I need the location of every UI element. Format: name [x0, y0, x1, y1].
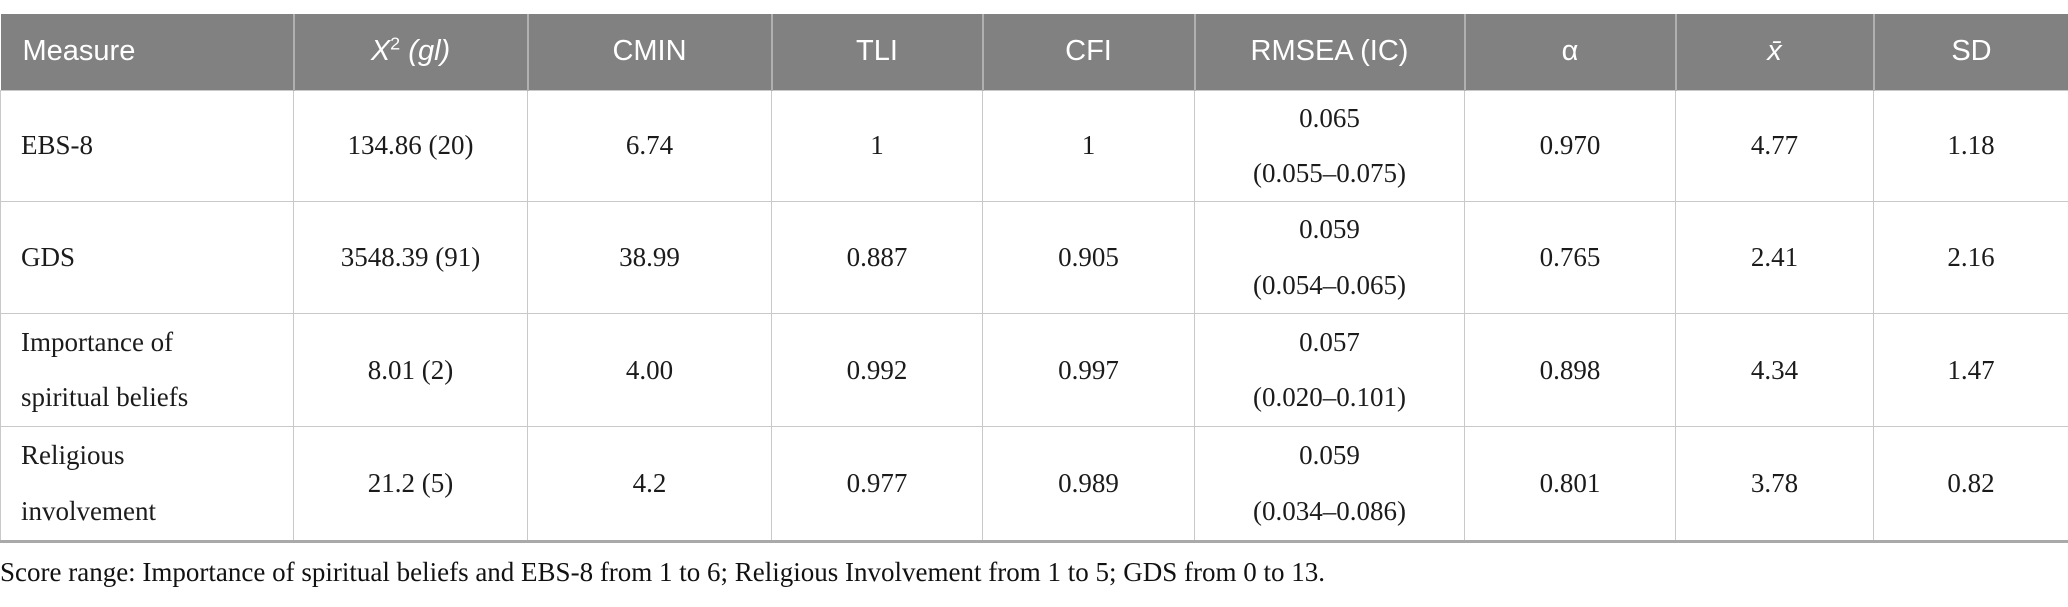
cell-rmsea: 0.065(0.055–0.075): [1195, 90, 1465, 202]
cell-chi-square: 3548.39 (91): [294, 202, 528, 314]
header-cell-mean: x̄: [1676, 14, 1874, 90]
cell-cmin: 38.99: [528, 202, 772, 314]
header-cell-measure: Measure: [1, 14, 294, 90]
cell-tli: 0.887: [772, 202, 983, 314]
cell-cfi: 1: [983, 90, 1195, 202]
cell-tli: 1: [772, 90, 983, 202]
header-cell-chi-square: X2 (gl): [294, 14, 528, 90]
header-cell-cmin: CMIN: [528, 14, 772, 90]
rmsea-ci: (0.055–0.075): [1195, 146, 1464, 201]
cell-mean: 2.41: [1676, 202, 1874, 314]
cell-cfi: 0.905: [983, 202, 1195, 314]
measure-line: GDS: [21, 230, 283, 285]
measure-line: Religious: [21, 428, 283, 483]
cell-alpha: 0.970: [1465, 90, 1676, 202]
rmsea-value: 0.059: [1195, 428, 1464, 483]
header-cell-sd: SD: [1874, 14, 2068, 90]
mean-symbol: x̄: [1767, 35, 1782, 67]
cell-sd: 0.82: [1874, 427, 2068, 542]
rmsea-value: 0.059: [1195, 202, 1464, 257]
cell-sd: 1.18: [1874, 90, 2068, 202]
cell-rmsea: 0.057(0.020–0.101): [1195, 314, 1465, 427]
cell-sd: 2.16: [1874, 202, 2068, 314]
header-cell-alpha: α: [1465, 14, 1676, 90]
cell-chi-square: 8.01 (2): [294, 314, 528, 427]
header-cell-cfi: CFI: [983, 14, 1195, 90]
rmsea-ci: (0.054–0.065): [1195, 258, 1464, 313]
cell-tli: 0.992: [772, 314, 983, 427]
measure-line: spiritual beliefs: [21, 370, 283, 425]
rmsea-value: 0.065: [1195, 91, 1464, 146]
table-row: EBS-8 134.86 (20) 6.74 1 1 0.065(0.055–0…: [1, 90, 2068, 202]
chi-square-symbol: X: [371, 35, 390, 67]
cell-cmin: 4.00: [528, 314, 772, 427]
header-cell-rmsea: RMSEA (IC): [1195, 14, 1465, 90]
rmsea-ci: (0.020–0.101): [1195, 370, 1464, 425]
cell-tli: 0.977: [772, 427, 983, 542]
cell-alpha: 0.898: [1465, 314, 1676, 427]
measure-line: Importance of: [21, 315, 283, 370]
cell-cmin: 6.74: [528, 90, 772, 202]
chi-square-df-label: (gl): [408, 35, 450, 67]
header-row: Measure X2 (gl) CMIN TLI CFI RMSEA (IC) α…: [1, 14, 2068, 90]
cell-mean: 4.34: [1676, 314, 1874, 427]
measure-line: involvement: [21, 484, 283, 539]
cell-chi-square: 21.2 (5): [294, 427, 528, 542]
cell-measure: EBS-8: [1, 90, 294, 202]
cell-measure: GDS: [1, 202, 294, 314]
header-cell-tli: TLI: [772, 14, 983, 90]
cell-rmsea: 0.059(0.054–0.065): [1195, 202, 1465, 314]
cell-mean: 3.78: [1676, 427, 1874, 542]
chi-square-exponent: 2: [390, 34, 400, 54]
rmsea-value: 0.057: [1195, 315, 1464, 370]
cell-chi-square: 134.86 (20): [294, 90, 528, 202]
cell-rmsea: 0.059(0.034–0.086): [1195, 427, 1465, 542]
cell-cmin: 4.2: [528, 427, 772, 542]
cell-cfi: 0.997: [983, 314, 1195, 427]
table-footnote: Score range: Importance of spiritual bel…: [0, 556, 2068, 588]
cell-mean: 4.77: [1676, 90, 1874, 202]
table-row: GDS 3548.39 (91) 38.99 0.887 0.905 0.059…: [1, 202, 2068, 314]
cell-alpha: 0.801: [1465, 427, 1676, 542]
model-fit-table: Measure X2 (gl) CMIN TLI CFI RMSEA (IC) α…: [0, 14, 2068, 543]
measure-line: EBS-8: [21, 118, 283, 173]
cell-cfi: 0.989: [983, 427, 1195, 542]
cell-alpha: 0.765: [1465, 202, 1676, 314]
rmsea-ci: (0.034–0.086): [1195, 484, 1464, 539]
cell-sd: 1.47: [1874, 314, 2068, 427]
